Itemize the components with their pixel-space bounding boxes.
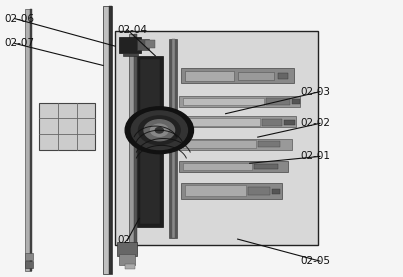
Text: 02-05: 02-05 (300, 256, 330, 266)
Bar (179, 138, 292, 150)
Bar (119, 254, 135, 265)
Text: 02: 02 (117, 235, 130, 245)
Circle shape (131, 111, 187, 150)
Bar (238, 72, 274, 80)
Bar (137, 39, 149, 50)
Bar (185, 185, 246, 196)
Bar (117, 242, 137, 256)
Circle shape (155, 127, 163, 133)
Bar (181, 183, 282, 199)
Bar (266, 98, 290, 105)
Bar (181, 68, 294, 83)
Bar (145, 40, 155, 48)
Bar (39, 103, 95, 150)
Bar (134, 34, 137, 254)
Circle shape (144, 120, 174, 141)
Bar (25, 9, 31, 271)
Bar (169, 39, 177, 238)
Bar (262, 119, 282, 125)
Text: 02-03: 02-03 (300, 87, 330, 97)
Bar (183, 140, 256, 148)
Bar (179, 116, 296, 127)
Bar (109, 6, 112, 274)
Bar (115, 31, 318, 245)
Circle shape (125, 107, 193, 154)
Bar (183, 118, 260, 126)
Bar (179, 161, 288, 171)
Bar (179, 96, 300, 107)
Bar (258, 141, 280, 147)
Text: 02-07: 02-07 (5, 39, 35, 48)
Bar (25, 253, 33, 260)
Circle shape (139, 116, 180, 145)
Bar (129, 34, 137, 254)
Bar (103, 6, 112, 274)
Bar (272, 189, 280, 194)
Text: 02-06: 02-06 (5, 14, 35, 24)
Text: 02-01: 02-01 (300, 152, 330, 161)
Bar (292, 99, 300, 104)
Text: 02-04: 02-04 (117, 25, 147, 35)
Bar (119, 37, 141, 53)
Bar (284, 120, 295, 125)
Bar (183, 163, 252, 170)
Bar (141, 58, 160, 224)
Bar (172, 39, 175, 238)
Circle shape (150, 124, 168, 136)
Bar (183, 98, 264, 106)
Bar (25, 261, 33, 268)
Bar (248, 187, 270, 195)
Bar (254, 164, 278, 169)
Bar (29, 9, 32, 271)
Bar (278, 73, 288, 79)
Text: 02-02: 02-02 (300, 118, 330, 128)
Bar (123, 53, 138, 56)
Bar (137, 56, 163, 227)
Bar (185, 71, 234, 81)
Bar (125, 264, 135, 270)
